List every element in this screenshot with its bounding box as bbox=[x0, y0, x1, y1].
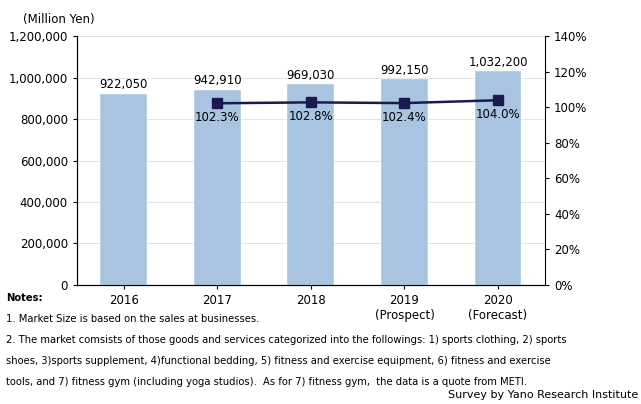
Text: 922,050: 922,050 bbox=[99, 78, 148, 91]
Text: (Million Yen): (Million Yen) bbox=[23, 13, 95, 26]
Text: shoes, 3)sports supplement, 4)functional bedding, 5) fitness and exercise equipm: shoes, 3)sports supplement, 4)functional… bbox=[6, 356, 551, 366]
Text: 1. Market Size is based on the sales at businesses.: 1. Market Size is based on the sales at … bbox=[6, 314, 260, 324]
Text: 102.8%: 102.8% bbox=[288, 110, 333, 123]
Bar bbox=[288, 84, 335, 285]
Text: 1,032,200: 1,032,200 bbox=[469, 56, 528, 69]
Text: 104.0%: 104.0% bbox=[476, 108, 520, 121]
Text: tools, and 7) fitness gym (including yoga studios).  As for 7) fitness gym,  the: tools, and 7) fitness gym (including yog… bbox=[6, 377, 528, 387]
Text: Notes:: Notes: bbox=[6, 293, 43, 303]
Text: 102.3%: 102.3% bbox=[195, 111, 240, 124]
Text: 992,150: 992,150 bbox=[380, 64, 429, 77]
Bar bbox=[100, 94, 147, 285]
Text: 969,030: 969,030 bbox=[287, 69, 335, 82]
Text: 102.4%: 102.4% bbox=[382, 111, 427, 124]
Bar bbox=[381, 80, 428, 285]
Text: 942,910: 942,910 bbox=[193, 74, 242, 87]
Text: 2. The market comsists of those goods and services categorized into the followin: 2. The market comsists of those goods an… bbox=[6, 335, 567, 345]
Bar bbox=[194, 90, 241, 285]
Bar bbox=[475, 71, 522, 285]
Text: Survey by Yano Research Institute: Survey by Yano Research Institute bbox=[447, 390, 638, 400]
